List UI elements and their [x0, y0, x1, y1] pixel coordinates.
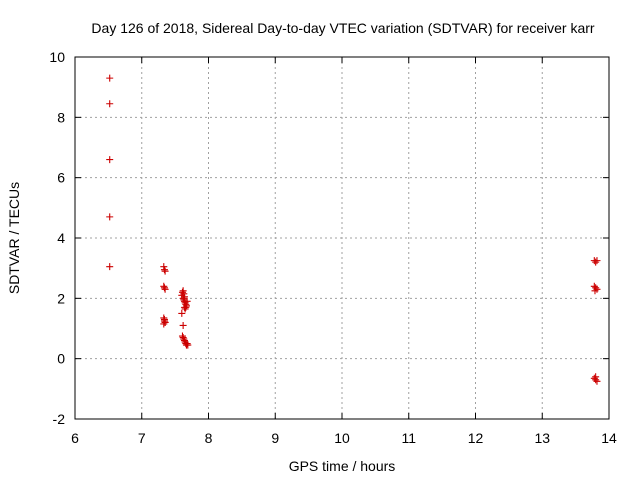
data-point — [161, 285, 169, 293]
y-tick-label: 8 — [57, 109, 65, 125]
data-point — [180, 296, 188, 304]
axis-ticks — [74, 56, 610, 420]
x-tick-label: 6 — [71, 430, 79, 446]
data-point — [160, 315, 168, 323]
data-point — [161, 318, 169, 326]
data-point — [182, 302, 190, 310]
x-tick-label: 9 — [271, 430, 279, 446]
data-point — [592, 258, 600, 266]
data-point — [179, 321, 187, 329]
y-tick-label: 0 — [57, 351, 65, 367]
chart-title: Day 126 of 2018, Sidereal Day-to-day VTE… — [91, 20, 594, 36]
x-tick-label: 13 — [534, 430, 550, 446]
data-point — [182, 303, 190, 311]
data-point — [179, 334, 187, 342]
x-tick-label: 11 — [401, 430, 416, 446]
data-point — [178, 332, 186, 340]
data-point — [184, 341, 192, 349]
x-axis-tick-labels: 6 7 8 9 10 11 12 13 14 — [71, 430, 617, 446]
data-point — [178, 309, 186, 317]
data-point — [592, 284, 600, 292]
data-point — [593, 257, 601, 265]
grid-lines — [75, 57, 609, 419]
data-point — [160, 320, 168, 328]
x-axis-label: GPS time / hours — [289, 458, 396, 474]
data-point — [592, 373, 600, 381]
data-point — [591, 287, 599, 295]
x-tick-label: 12 — [468, 430, 484, 446]
data-point — [178, 288, 186, 296]
data-point — [181, 305, 189, 313]
y-tick-label: 6 — [57, 170, 65, 186]
y-tick-label: 2 — [57, 290, 65, 306]
data-point — [179, 294, 187, 302]
data-point — [160, 263, 168, 271]
x-tick-label: 7 — [138, 430, 146, 446]
y-tick-label: 10 — [49, 49, 65, 65]
y-tick-label: 4 — [57, 230, 65, 246]
data-point — [180, 335, 188, 343]
data-points — [106, 74, 601, 385]
data-point — [160, 282, 168, 290]
data-point — [106, 156, 114, 164]
y-axis-tick-labels: -2 0 2 4 6 8 10 — [49, 49, 65, 427]
data-point — [180, 290, 188, 298]
data-point — [160, 284, 168, 292]
data-point — [160, 266, 168, 274]
data-point — [106, 74, 114, 82]
data-point — [593, 377, 601, 385]
data-point — [106, 100, 114, 108]
data-point — [183, 340, 191, 348]
x-tick-label: 14 — [601, 430, 617, 446]
data-point — [106, 263, 114, 271]
data-point — [179, 287, 187, 295]
x-tick-label: 10 — [334, 430, 350, 446]
data-point — [160, 314, 168, 322]
data-point — [106, 213, 114, 221]
y-axis-label: SDTVAR / TECUs — [6, 182, 22, 294]
x-tick-label: 8 — [205, 430, 213, 446]
data-point — [161, 267, 169, 275]
data-point — [183, 297, 191, 305]
y-tick-label: -2 — [53, 411, 66, 427]
